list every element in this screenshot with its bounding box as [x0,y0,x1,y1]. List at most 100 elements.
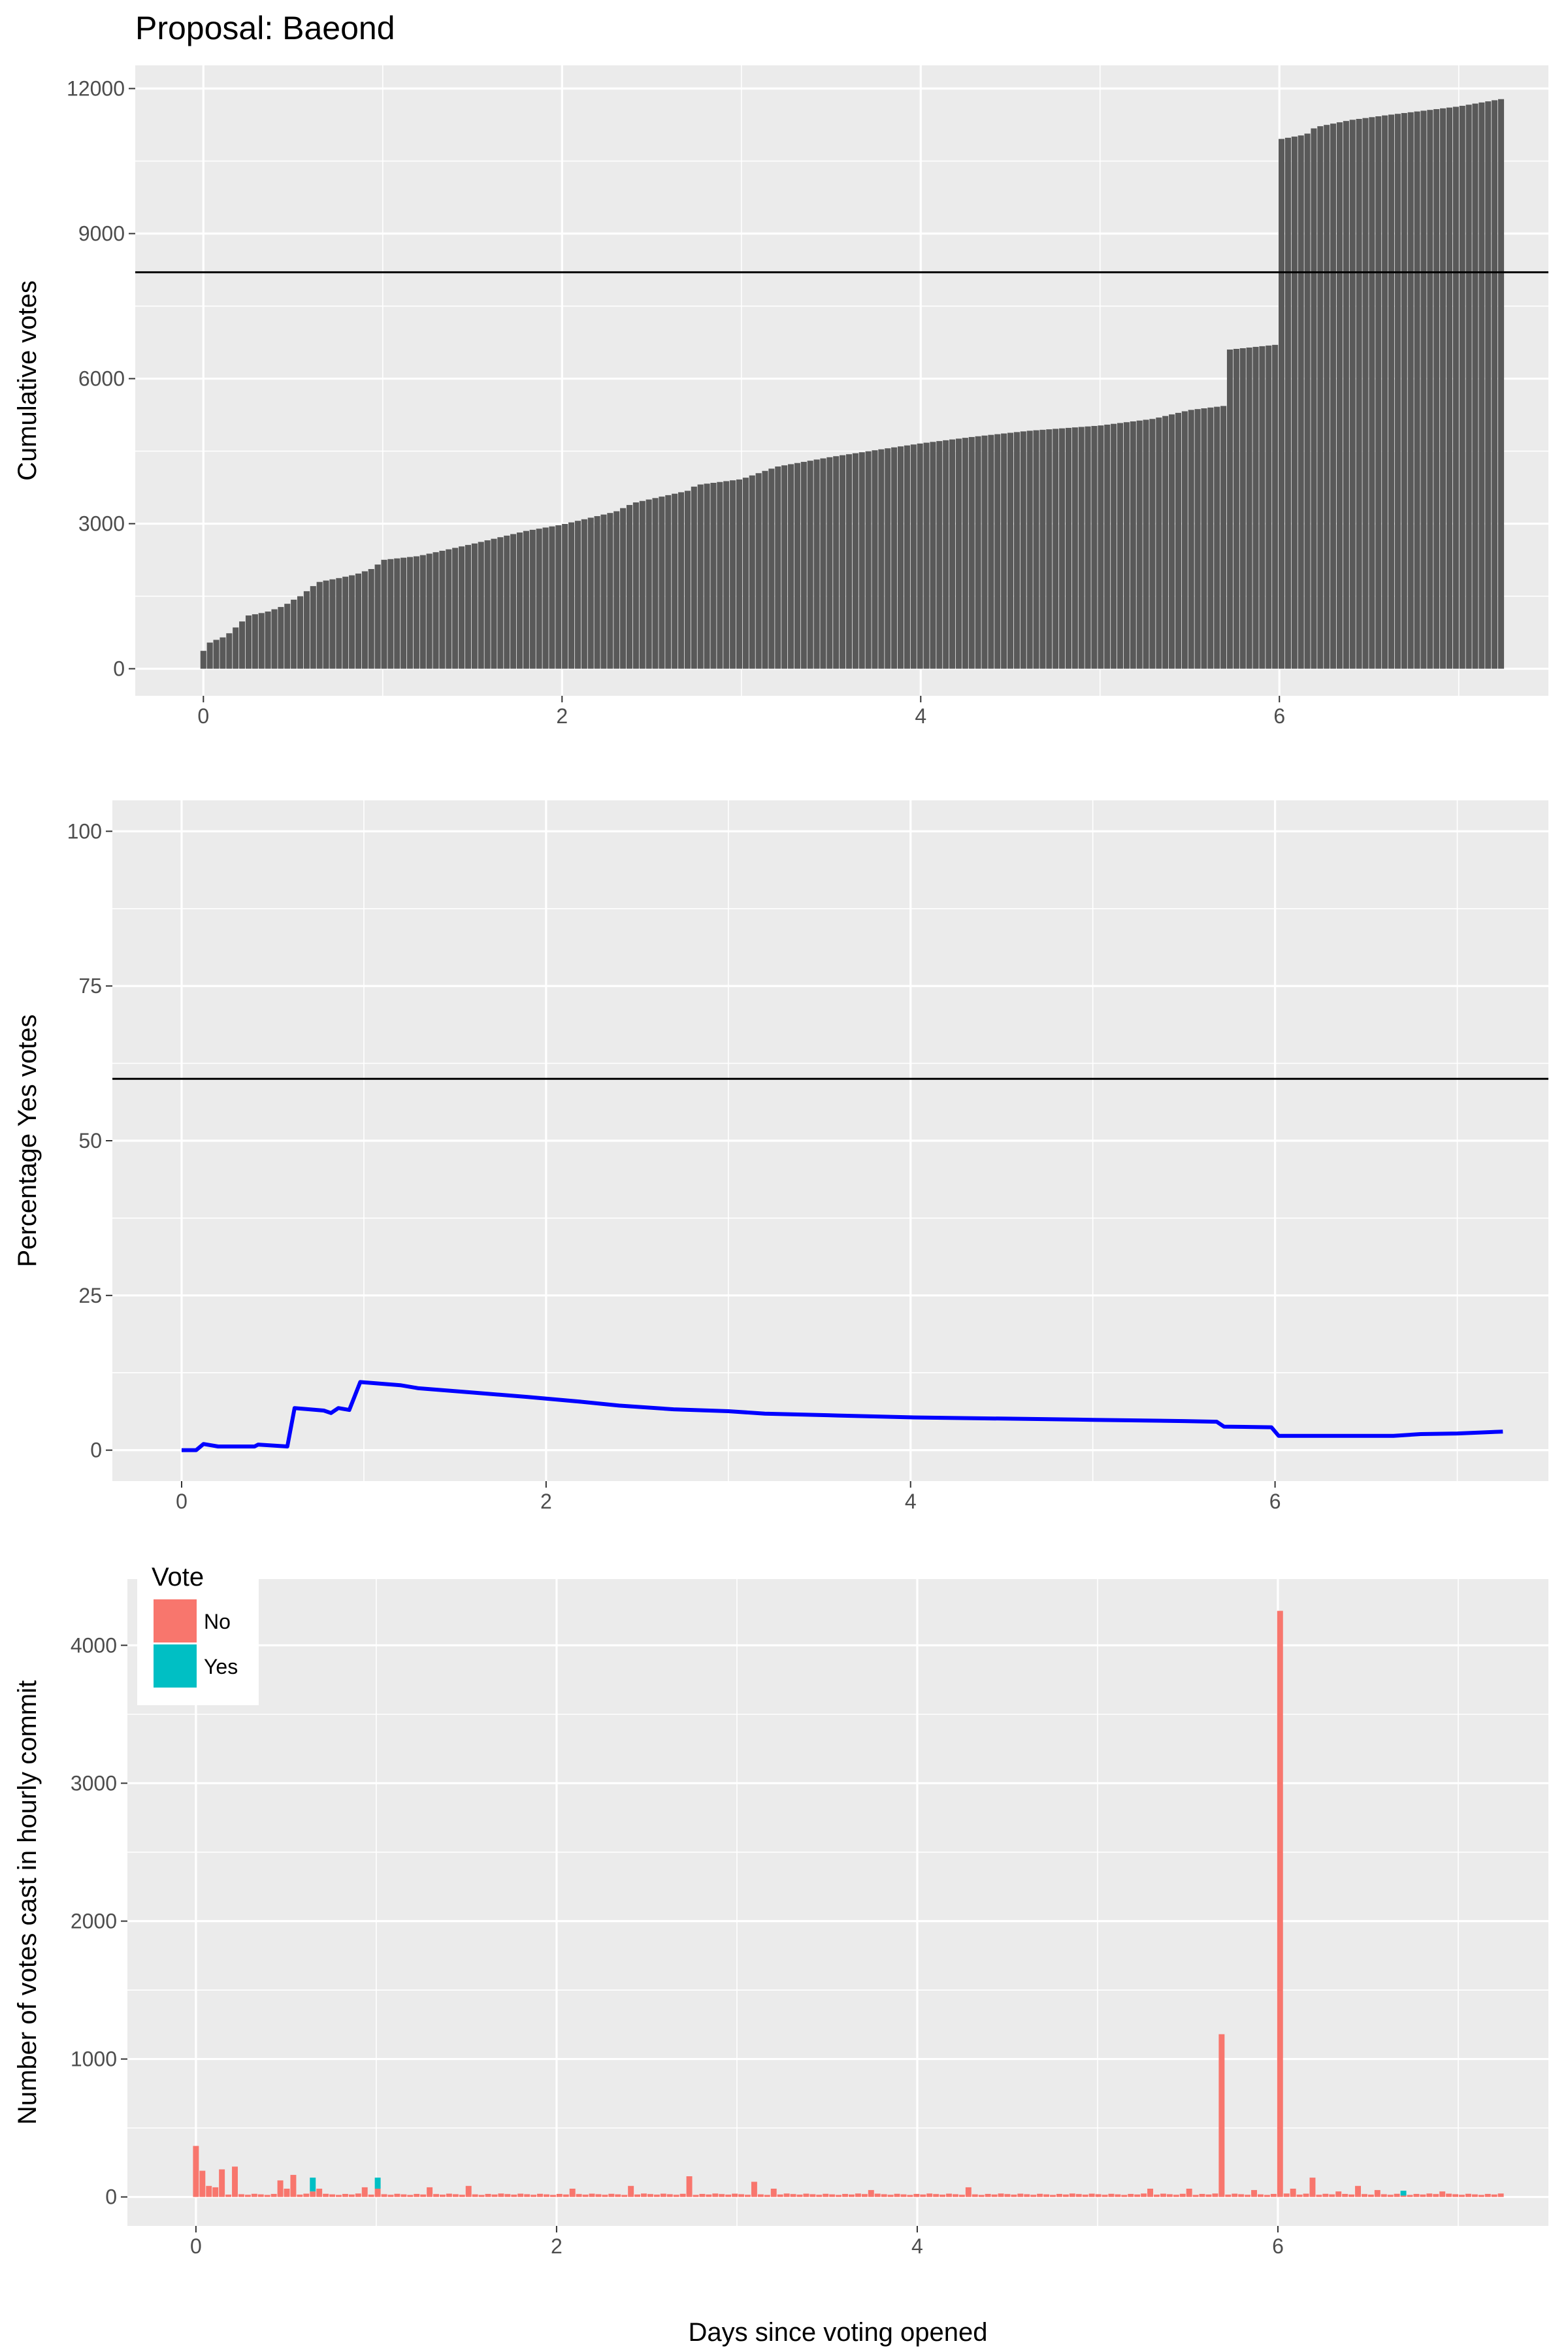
no-vote-bar [764,2195,770,2197]
cumulative-bar [220,637,226,669]
no-vote-bar [1128,2194,1134,2197]
no-vote-bar [251,2193,257,2197]
cumulative-bar [1440,108,1446,669]
cumulative-bar [381,559,387,669]
cumulative-bar [1020,431,1026,669]
no-vote-bar [842,2194,849,2197]
cumulative-bar [678,492,685,669]
cumulative-bar [1472,103,1478,669]
y-tick-label: 50 [78,1129,102,1152]
no-vote-bar [666,2194,673,2197]
cumulative-bar [400,557,407,669]
cumulative-bar [1459,105,1465,669]
cumulative-bar [484,540,491,669]
no-vote-bar [1433,2194,1439,2197]
no-vote-bar [790,2194,796,2197]
cumulative-bar [310,586,316,669]
cumulative-bar [542,527,549,669]
cumulative-bar [742,478,749,669]
cumulative-bar [885,448,891,669]
yes-vote-bar [1400,2191,1407,2196]
x-tick-label: 0 [190,2234,202,2258]
no-vote-bar [712,2193,719,2197]
no-vote-bar [1232,2193,1238,2197]
cumulative-bar [1401,113,1407,669]
cumulative-bar [291,599,297,669]
no-vote-bar [1075,2194,1082,2197]
cumulative-bar [233,627,239,669]
y-tick-label: 3000 [71,1771,117,1795]
cumulative-bar [826,457,833,669]
no-vote-bar [1199,2194,1205,2197]
cumulative-bar [239,621,246,669]
no-vote-bar [297,2195,303,2197]
no-vote-bar [991,2194,998,2197]
y-axis-title: Percentage Yes votes [13,1015,42,1267]
cumulative-bar [730,480,736,669]
cumulative-bar [1053,429,1059,669]
cumulative-bar [607,513,613,669]
cumulative-bar [316,581,323,669]
cumulative-bar [394,558,400,669]
cumulative-bar [349,575,355,669]
hourly-votes-panel: 0 2 4 6 0 1000 2000 3000 4000 Number of votes cas… [13,1579,1548,2347]
cumulative-bar [904,445,910,669]
no-vote-bar [498,2193,504,2197]
no-vote-bar [628,2185,634,2197]
cumulative-bar [1388,114,1395,669]
cumulative-bar [1162,416,1169,669]
x-tick-label: 0 [176,1490,188,1513]
no-vote-bar [998,2193,1004,2197]
no-vote-bar [407,2195,414,2197]
cumulative-bar [936,441,943,669]
no-vote-bar [465,2185,472,2197]
cumulative-bar [265,612,271,669]
cumulative-bar [723,481,730,669]
no-vote-bar [452,2194,459,2197]
no-vote-bar [732,2193,738,2197]
cumulative-bar [271,609,278,669]
cumulative-bar [206,642,213,669]
no-vote-bar [446,2193,452,2197]
no-vote-bar [563,2194,569,2197]
no-vote-bar [303,2193,310,2197]
no-vote-bar [1394,2193,1400,2197]
y-tick-label: 4000 [71,1633,117,1657]
cumulative-bar [329,579,336,669]
cumulative-bar [213,640,220,669]
no-vote-bar [1004,2194,1011,2197]
no-vote-bar [595,2194,602,2197]
y-tick-label: 75 [78,974,102,998]
cumulative-bar [1156,417,1162,669]
cumulative-bar [1272,344,1279,669]
cumulative-bar [600,514,607,669]
no-vote-bar [887,2195,894,2197]
no-vote-bar [1166,2194,1173,2197]
cumulative-bar [775,466,781,669]
no-vote-bar [719,2194,725,2197]
cumulative-bar [910,444,917,669]
cumulative-bar [1226,350,1233,669]
no-vote-bar [1245,2195,1251,2197]
no-vote-bar [361,2187,368,2197]
cumulative-bar [1085,426,1091,669]
cumulative-bar [297,596,304,669]
cumulative-bar [1046,429,1053,669]
no-vote-bar [1141,2193,1147,2197]
cumulative-bar [813,459,820,669]
cumulative-bar [697,484,704,669]
figure-title: Proposal: Baeond [135,10,395,46]
cumulative-bar [865,451,872,669]
cumulative-bar [1420,110,1427,669]
no-vote-bar [829,2194,836,2197]
cumulative-bar [943,440,949,669]
no-vote-bar [693,2195,699,2197]
cumulative-bar [930,442,936,669]
cumulative-bar [549,526,555,669]
no-vote-bar [615,2194,621,2197]
no-vote-bar [1192,2195,1199,2197]
cumulative-bar [1104,424,1111,669]
cumulative-bar [406,557,414,669]
cumulative-bar [587,517,594,669]
